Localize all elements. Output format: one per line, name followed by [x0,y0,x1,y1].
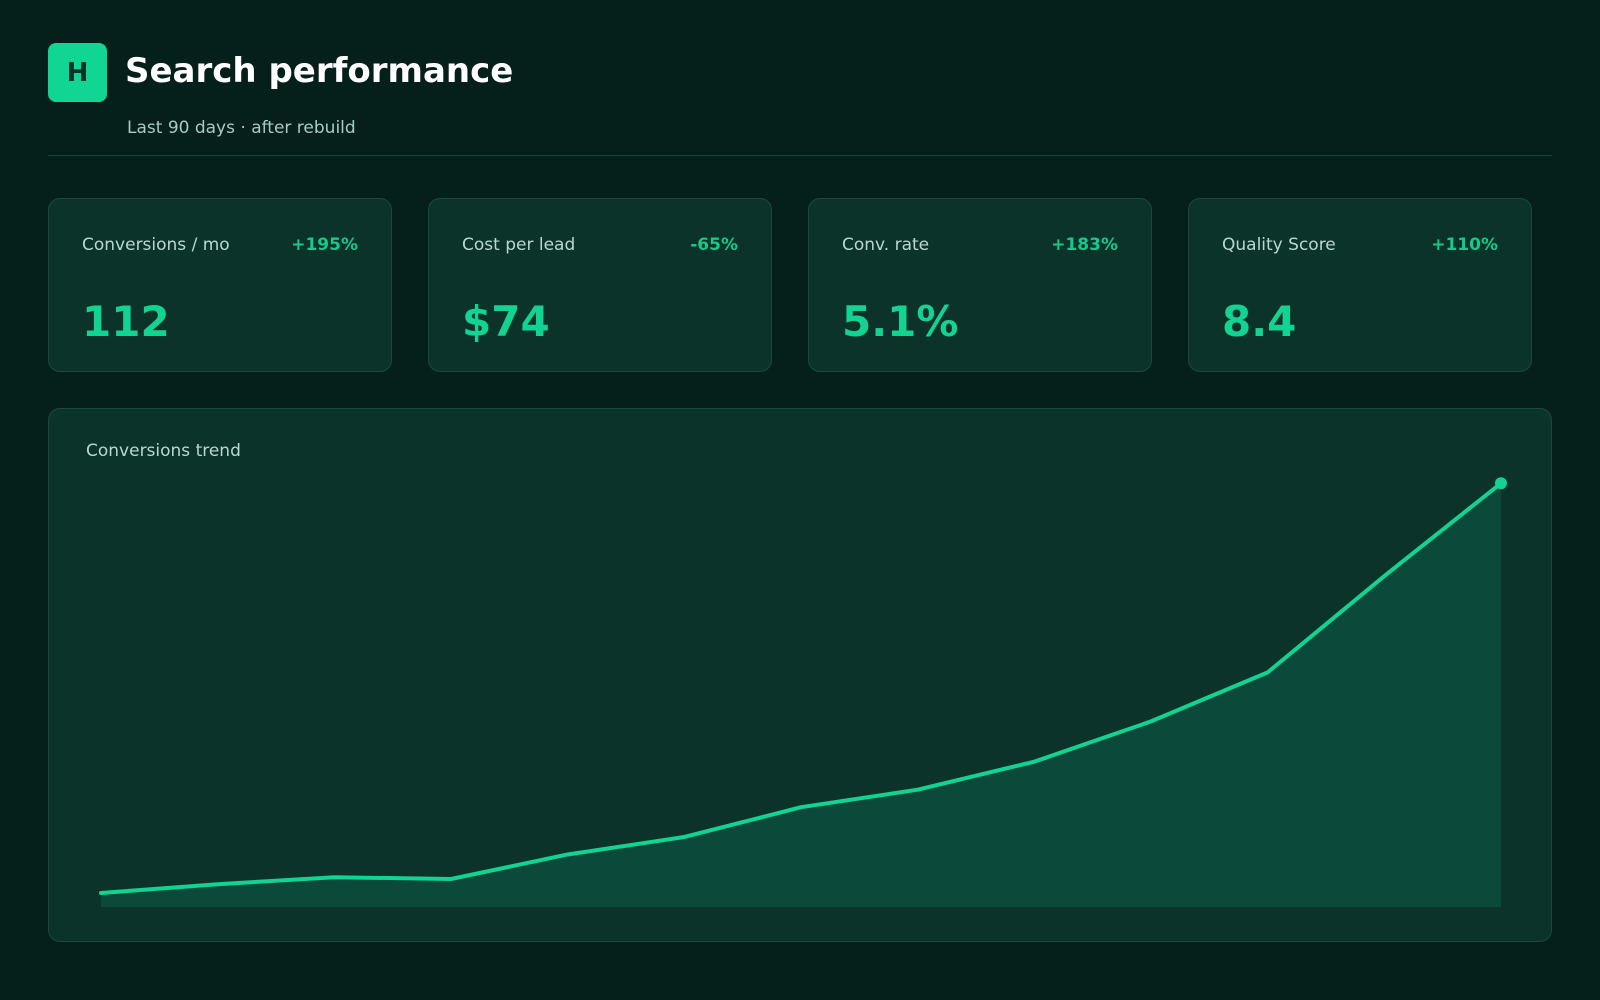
kpi-label: Cost per lead [462,235,576,255]
kpi-label: Quality Score [1222,235,1336,255]
brand-logo: H [48,43,107,102]
chart-title: Conversions trend [86,441,241,461]
kpi-card-quality-score: Quality Score +110% 8.4 [1188,198,1532,372]
kpi-value: 112 [82,297,170,346]
page-header: H Search performance Last 90 days · afte… [48,43,1552,156]
logo-letter: H [66,57,89,88]
kpi-delta: +183% [1051,235,1118,255]
kpi-delta: -65% [690,235,738,255]
trend-area [101,483,1501,907]
kpi-delta: +110% [1431,235,1498,255]
kpi-label: Conv. rate [842,235,930,255]
kpi-delta: +195% [291,235,358,255]
kpi-value: 8.4 [1222,297,1297,346]
kpi-row: Conversions / mo +195% 112 Cost per lead… [48,198,1533,372]
kpi-card-cost-per-lead: Cost per lead -65% $74 [428,198,772,372]
kpi-card-conv-rate: Conv. rate +183% 5.1% [808,198,1152,372]
kpi-card-conversions: Conversions / mo +195% 112 [48,198,392,372]
conversions-trend-card: Conversions trend [48,408,1552,942]
kpi-value: 5.1% [842,297,959,346]
page-subtitle: Last 90 days · after rebuild [127,118,356,138]
page-title: Search performance [125,51,514,91]
trend-line [99,481,1503,895]
trend-end-point [1495,477,1507,490]
conversions-trend-chart [99,477,1507,907]
kpi-label: Conversions / mo [82,235,230,255]
kpi-value: $74 [462,297,550,346]
